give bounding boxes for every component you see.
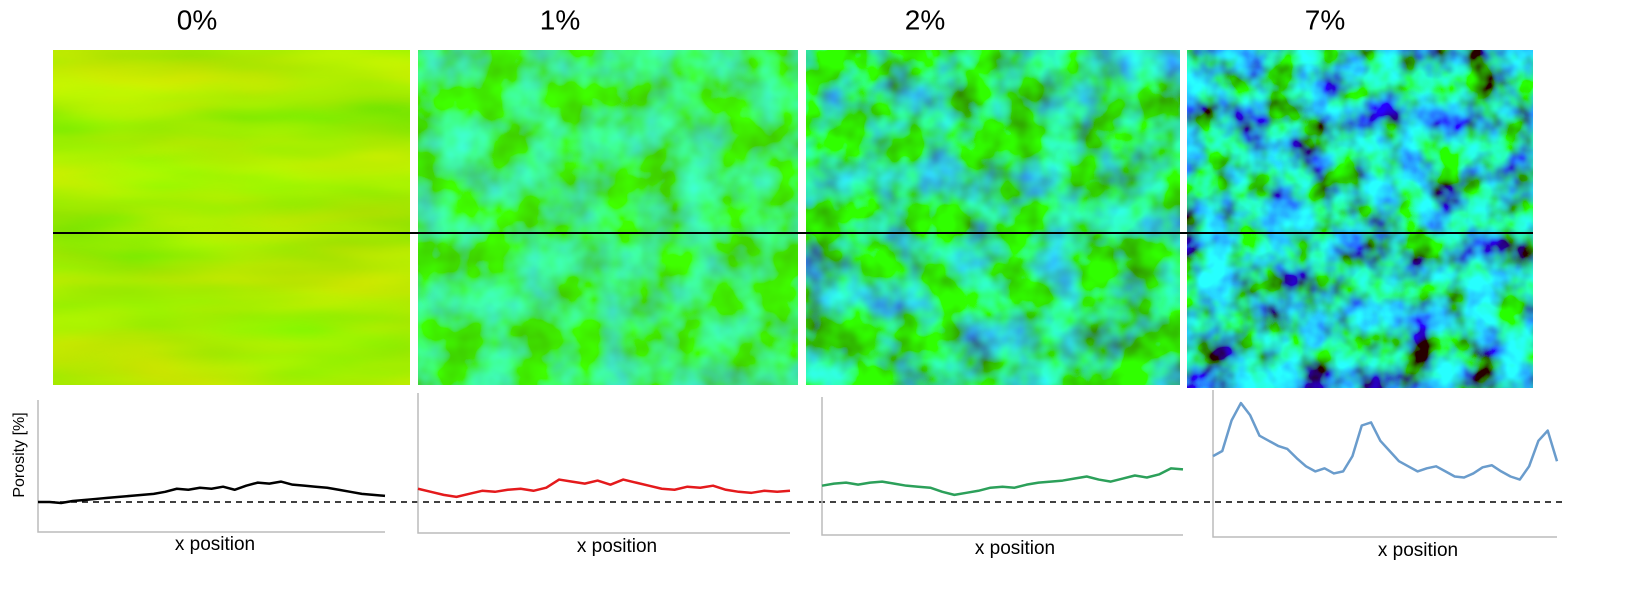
heatmap	[806, 50, 1180, 385]
panel-title: 0%	[177, 4, 217, 35]
y-axis-label: Porosity [%]	[11, 412, 28, 497]
heatmap	[418, 50, 798, 385]
profile-curve	[38, 482, 385, 503]
x-axis-label: x position	[975, 538, 1055, 559]
axis	[1213, 390, 1557, 537]
figure: 0% x position Porosity [%] 1% x position 2% x …	[0, 0, 1632, 586]
x-axis-label: x position	[1378, 540, 1458, 561]
x-axis-label: x position	[175, 534, 255, 555]
axis	[38, 400, 385, 532]
axis	[418, 393, 790, 533]
heatmap	[53, 50, 410, 385]
panel-title: 1%	[540, 4, 580, 35]
x-axis-label: x position	[577, 536, 657, 557]
axis	[822, 397, 1183, 535]
panel-title: 2%	[905, 4, 945, 35]
panel-title: 7%	[1305, 4, 1345, 35]
profile-curve	[418, 480, 790, 497]
profile-curve	[822, 468, 1183, 495]
profile-curve	[1213, 403, 1557, 480]
heatmap	[1187, 50, 1533, 388]
